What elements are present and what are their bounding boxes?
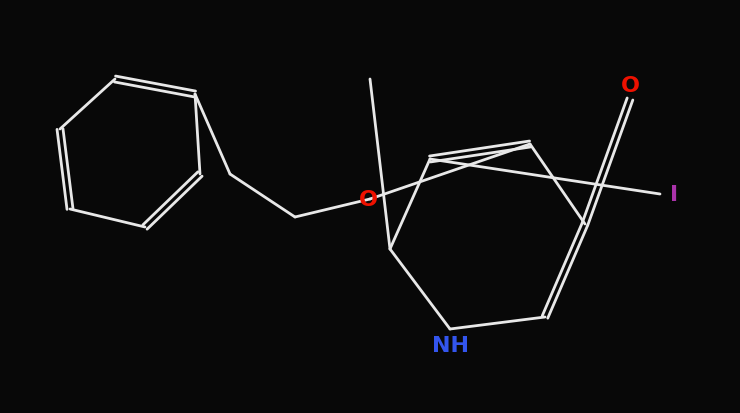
Text: O: O bbox=[358, 190, 377, 209]
Text: O: O bbox=[621, 76, 639, 96]
Text: I: I bbox=[670, 185, 678, 204]
Text: NH: NH bbox=[431, 335, 468, 355]
